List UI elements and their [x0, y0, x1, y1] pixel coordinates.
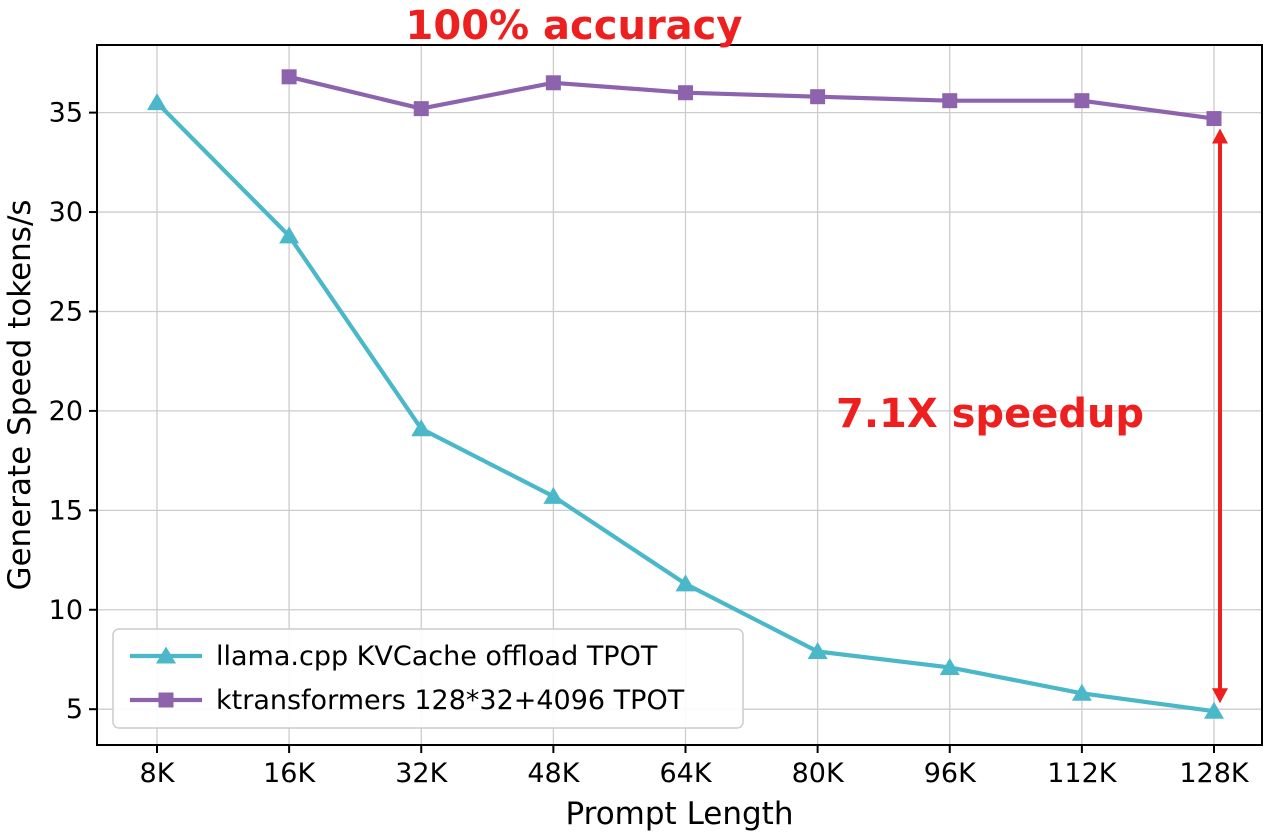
series-ktransformers — [281, 69, 1222, 127]
legend-label: ktransformers 128*32+4096 TPOT — [216, 685, 685, 716]
square-marker — [678, 85, 693, 101]
y-tick-label: 10 — [49, 595, 83, 626]
triangle-marker — [1204, 701, 1224, 719]
square-marker — [942, 93, 958, 109]
accuracy-annotation: 100% accuracy — [405, 3, 743, 49]
triangle-marker — [939, 657, 960, 675]
y-tick-label: 5 — [66, 694, 83, 725]
triangle-marker — [411, 419, 432, 437]
x-tick-label: 112K — [1047, 758, 1118, 789]
speedup-arrow-head-top — [1212, 128, 1228, 144]
speedup-arrow — [1212, 128, 1228, 704]
x-axis: 8K 16K 32K 48K 64K 80K 96K 112K 128K — [140, 745, 1250, 789]
series-line — [287, 74, 1217, 121]
y-axis: 5 10 15 20 25 30 35 — [49, 98, 97, 725]
triangle-marker — [147, 93, 167, 111]
triangle-marker — [1071, 683, 1092, 701]
x-tick-label: 64K — [659, 758, 712, 789]
square-marker — [545, 75, 561, 91]
square-marker — [281, 69, 297, 85]
square-marker — [1206, 111, 1222, 127]
x-tick-label: 32K — [395, 758, 448, 789]
legend-label: llama.cpp KVCache offload TPOT — [216, 641, 658, 672]
x-axis-label: Prompt Length — [566, 796, 794, 832]
x-tick-label: 80K — [792, 758, 845, 789]
y-tick-label: 30 — [49, 197, 83, 228]
square-marker — [413, 101, 429, 117]
x-tick-label: 128K — [1179, 758, 1250, 789]
x-tick-label: 8K — [140, 758, 176, 789]
y-axis-label: Generate Speed tokens/s — [2, 199, 38, 590]
grid — [97, 45, 1262, 745]
y-tick-label: 25 — [49, 296, 83, 327]
x-tick-label: 16K — [263, 758, 316, 789]
speedup-arrow-head-bottom — [1212, 688, 1228, 704]
y-tick-label: 35 — [49, 98, 83, 129]
series-llama-cpp — [147, 93, 1224, 719]
square-marker — [1074, 93, 1090, 109]
legend-box — [112, 628, 744, 729]
y-tick-label: 15 — [49, 495, 83, 526]
triangle-marker — [807, 642, 828, 660]
legend-triangle-marker — [156, 646, 176, 664]
x-tick-label: 96K — [924, 758, 977, 789]
x-tick-label: 48K — [527, 758, 580, 789]
legend-square-marker — [158, 692, 174, 708]
legend: llama.cpp KVCache offload TPOT ktransform… — [112, 628, 744, 729]
square-marker — [810, 89, 826, 105]
speedup-annotation: 7.1X speedup — [836, 391, 1145, 437]
triangle-marker — [279, 226, 300, 244]
triangle-marker — [543, 486, 564, 504]
triangle-marker — [675, 574, 696, 592]
y-tick-label: 20 — [49, 396, 83, 427]
plot-frame — [96, 44, 1263, 746]
